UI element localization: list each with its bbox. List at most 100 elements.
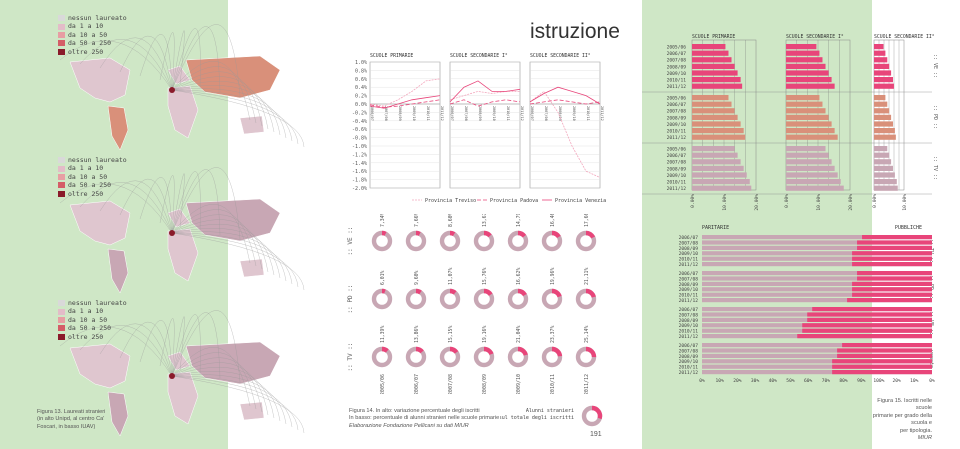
flow-arc xyxy=(171,374,287,425)
column-label: 2005/06 xyxy=(380,374,386,394)
donut-slice xyxy=(591,405,603,420)
legend-item: da 1 a 10 xyxy=(58,307,127,315)
legend-item: da 50 a 250 xyxy=(58,324,127,332)
bar-public xyxy=(702,276,932,281)
bar-private xyxy=(852,262,932,267)
x-tick-label: 20.00% xyxy=(754,194,760,211)
x-tick-label: 2007/08 xyxy=(544,106,548,121)
bar xyxy=(692,101,732,107)
x-tick-label: 80% xyxy=(839,378,848,384)
bar xyxy=(786,128,835,134)
y-tick-label: 0.0% xyxy=(355,102,367,108)
bar xyxy=(692,77,741,83)
column-label: 2006/07 xyxy=(414,374,420,394)
legend-item: da 10 a 50 xyxy=(58,173,127,181)
donut-ring xyxy=(405,288,427,310)
bar xyxy=(786,146,826,152)
bar xyxy=(786,172,838,178)
bar-private xyxy=(832,359,932,364)
bar xyxy=(874,95,886,101)
legend-label: Provincia Venezia xyxy=(555,198,606,204)
bar-private xyxy=(852,281,932,286)
flow-arc xyxy=(171,232,305,291)
x-tick-label: 10% xyxy=(910,378,919,384)
bar xyxy=(786,114,829,120)
row-label: 2011/12 xyxy=(679,298,699,304)
bar xyxy=(786,134,838,140)
donut-slice xyxy=(483,230,492,238)
legend-label: Provincia Treviso xyxy=(425,198,476,204)
bar-public xyxy=(702,245,932,250)
map-legend: nessun laureato da 1 a 10 da 10 a 50 da 50 … xyxy=(58,14,127,56)
panel-title: SCUOLE PRIMARIE xyxy=(370,53,413,59)
x-tick-label: 2009/10 xyxy=(412,106,416,121)
map-landmass xyxy=(167,371,199,425)
legend-label: da 50 a 250 xyxy=(68,181,112,190)
bar xyxy=(786,95,820,101)
donut-slice xyxy=(483,346,494,356)
row-label: 2006/07 xyxy=(667,51,687,57)
donut-value: 11,39% xyxy=(380,326,386,343)
flow-arc xyxy=(171,169,221,236)
bar-private xyxy=(857,276,932,281)
legend-swatch xyxy=(58,23,65,30)
map-legend: nessun laureato da 1 a 10 da 10 a 50 da 50 … xyxy=(58,156,127,198)
bar-private xyxy=(857,271,932,276)
y-tick-label: -1.2% xyxy=(352,152,367,158)
x-tick-label: 90% xyxy=(857,378,866,384)
row-label: 2010/11 xyxy=(679,257,699,263)
bar-public xyxy=(702,256,932,261)
legend-swatch xyxy=(58,182,65,189)
legend-label: oltre 250 xyxy=(68,332,104,341)
bar-private xyxy=(802,328,932,333)
legend-swatch xyxy=(58,308,65,315)
legend-item: da 50 a 250 xyxy=(58,39,127,47)
row-label: 2005/06 xyxy=(667,45,687,51)
bar-private xyxy=(862,235,932,240)
legend-label: Alunni stranieri xyxy=(526,408,574,414)
bar-private xyxy=(837,353,932,358)
row-label: 2008/09 xyxy=(679,354,699,360)
x-tick-label: 2008/09 xyxy=(478,106,482,121)
bar xyxy=(874,152,890,158)
bar xyxy=(874,128,895,134)
x-tick-label: 30% xyxy=(751,378,760,384)
row-label: 2011/12 xyxy=(667,84,687,90)
bar-chart-grades: SCUOLE PRIMARIE SCUOLE SECONDARIE I° SCUOL… xyxy=(642,34,938,211)
row-label: 2010/11 xyxy=(679,329,699,335)
donut-value: 14,79% xyxy=(516,214,522,227)
bar xyxy=(786,83,835,89)
axis-title: PARITARIE xyxy=(702,225,729,231)
series-line xyxy=(449,99,521,107)
row-label: :: PD :: xyxy=(347,285,354,314)
flow-arc xyxy=(171,171,201,234)
donut-ring xyxy=(371,230,393,252)
x-tick-label: 10.00% xyxy=(816,194,822,211)
flow-arc xyxy=(159,318,175,377)
bar xyxy=(692,83,743,89)
flow-arc xyxy=(171,89,293,142)
bar-public xyxy=(702,251,932,256)
bar-private xyxy=(807,312,932,317)
bar-private xyxy=(857,245,932,250)
row-label: 2007/08 xyxy=(667,109,687,115)
row-label: 2011/12 xyxy=(667,135,687,141)
legend-item: da 50 a 250 xyxy=(58,181,127,189)
donut-value: 16,62% xyxy=(516,268,522,285)
donut-slice xyxy=(585,288,596,298)
x-tick-label: 2011/12 xyxy=(440,106,444,121)
x-tick-label: 2006/07 xyxy=(530,106,534,121)
bar xyxy=(786,101,823,107)
donut-value: 11,07% xyxy=(448,268,454,285)
map-landmass xyxy=(185,55,281,99)
flow-arc xyxy=(171,371,281,422)
x-tick-label: 2009/10 xyxy=(572,106,576,121)
legend-item: oltre 250 xyxy=(58,48,127,56)
map-landmass xyxy=(107,391,129,437)
panel-title: SCUOLE SECONDARIE I° xyxy=(786,34,844,40)
flow-arc xyxy=(171,312,221,379)
bar-private xyxy=(837,348,932,353)
x-tick-label: 10.00% xyxy=(722,194,728,211)
row-label: 2006/07 xyxy=(667,153,687,159)
y-tick-label: 0.2% xyxy=(355,94,367,100)
